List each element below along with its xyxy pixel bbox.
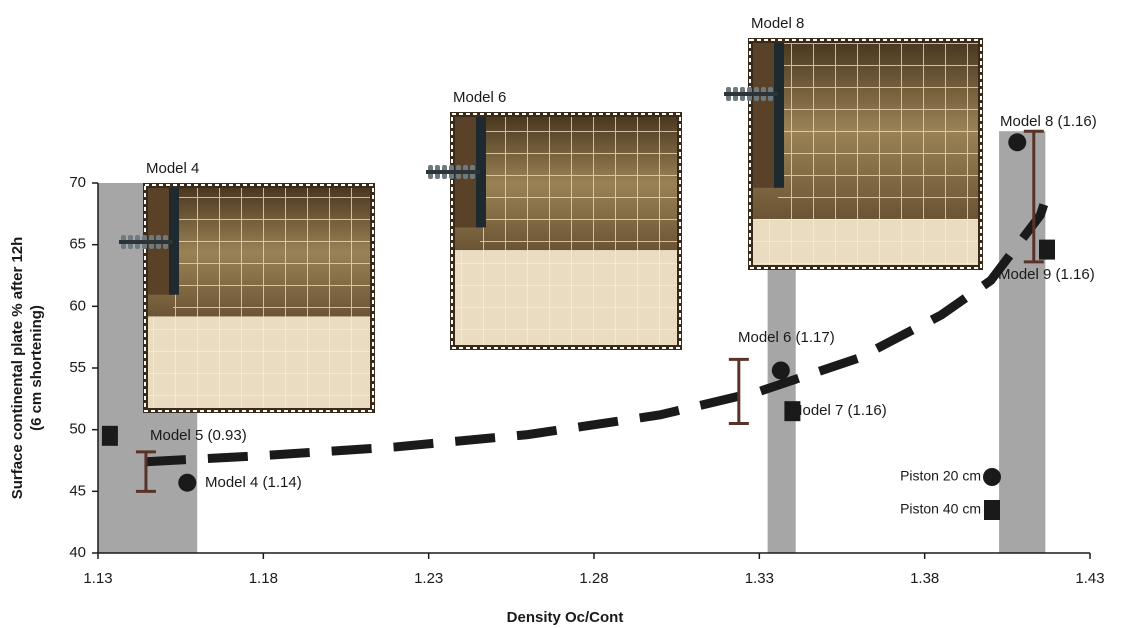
y-tick-label: 55 bbox=[69, 359, 86, 376]
photo-base-grid bbox=[753, 218, 978, 265]
photo-grid bbox=[480, 117, 677, 251]
photo-grid bbox=[778, 43, 978, 219]
legend-marker bbox=[983, 468, 1001, 486]
error-bar bbox=[728, 357, 749, 425]
y-axis-label: (6 cm shortening) bbox=[28, 305, 45, 431]
point bbox=[1008, 133, 1027, 152]
piston-rod bbox=[426, 170, 480, 174]
annotation: Model 8 (1.16) bbox=[1000, 113, 1097, 130]
photo-border bbox=[749, 39, 982, 269]
x-tick-label: 1.28 bbox=[579, 570, 608, 587]
y-axis-label: Surface continental plate % after 12h bbox=[9, 237, 26, 500]
legend-marker bbox=[984, 500, 1000, 520]
error-bar bbox=[1023, 129, 1044, 264]
y-tick-label: 65 bbox=[69, 236, 86, 253]
photo-label: Model 4 bbox=[146, 160, 199, 177]
x-tick-label: 1.13 bbox=[83, 570, 112, 587]
x-axis-label: Density Oc/Cont bbox=[507, 609, 624, 626]
point bbox=[1039, 239, 1056, 260]
photo-label: Model 6 bbox=[453, 89, 506, 106]
photos: Model 4 Model 6 Model 8 bbox=[119, 15, 983, 413]
legend-label: Piston 40 cm bbox=[900, 501, 981, 517]
photo-wall-inner bbox=[774, 43, 784, 188]
piston-rod bbox=[119, 240, 173, 244]
photo-border bbox=[144, 184, 374, 412]
photo-base-grid bbox=[148, 316, 370, 408]
x-tick-label: 1.38 bbox=[910, 570, 939, 587]
photo: Model 6 bbox=[426, 89, 682, 350]
error-bar bbox=[135, 450, 156, 493]
shaded-region bbox=[999, 131, 1046, 553]
photo: Model 8 bbox=[724, 15, 983, 270]
point bbox=[784, 401, 801, 422]
photo-wall-inner bbox=[169, 188, 179, 295]
annotation: Model 6 (1.17) bbox=[738, 329, 835, 346]
photo-base-grid bbox=[455, 250, 677, 345]
annotation: Model 7 (1.16) bbox=[790, 402, 887, 419]
photo: Model 4 bbox=[119, 160, 375, 413]
photo-label: Model 8 bbox=[751, 15, 804, 32]
y-tick-label: 60 bbox=[69, 297, 86, 314]
x-tick-label: 1.23 bbox=[414, 570, 443, 587]
x-tick-label: 1.33 bbox=[745, 570, 774, 587]
photo-wall-inner bbox=[476, 117, 486, 228]
x-tick-label: 1.43 bbox=[1075, 570, 1104, 587]
y-tick-label: 40 bbox=[69, 544, 86, 561]
y-tick-label: 50 bbox=[69, 421, 86, 438]
annotation: Model 4 (1.14) bbox=[205, 474, 302, 491]
annotation: Model 9 (1.16) bbox=[998, 266, 1095, 283]
x-tick-label: 1.18 bbox=[249, 570, 278, 587]
marks: Model 5 (0.93) Model 4 (1.14) Model 6 (1.1… bbox=[101, 113, 1097, 520]
trend-line bbox=[145, 187, 1053, 467]
legend-label: Piston 20 cm bbox=[900, 468, 981, 484]
photo-border bbox=[451, 113, 681, 349]
point bbox=[771, 361, 790, 380]
axes: 40 45 50 55 60 65 70 1.13 1.18 1.23 1.28 1.33 1.38 1.… bbox=[9, 174, 1105, 626]
y-tick-label: 70 bbox=[69, 174, 86, 191]
annotation: Model 5 (0.93) bbox=[150, 427, 247, 444]
piston-rod bbox=[724, 92, 778, 96]
point bbox=[101, 425, 118, 446]
photo-grid bbox=[173, 188, 370, 317]
y-tick-label: 45 bbox=[69, 482, 86, 499]
point bbox=[178, 473, 197, 492]
